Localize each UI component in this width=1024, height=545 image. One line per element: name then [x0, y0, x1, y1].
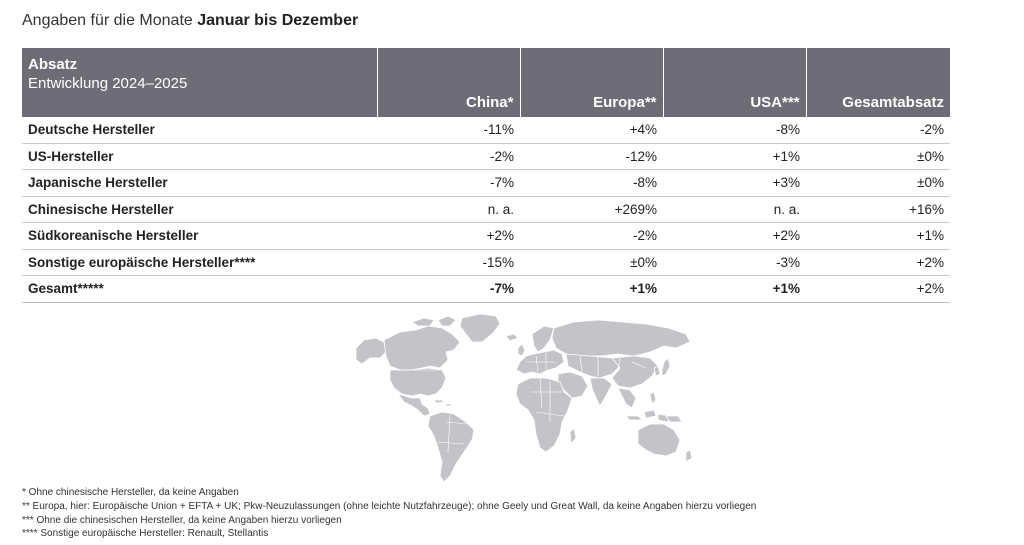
cell-usa: +3%: [663, 169, 806, 197]
row-label: Deutsche Hersteller: [22, 117, 377, 144]
new-guinea-shape: [665, 415, 683, 423]
table-row: Südkoreanische Hersteller +2% -2% +2% +1…: [22, 222, 950, 250]
russia-shape: [551, 319, 691, 357]
table-row: Deutsche Hersteller -11% +4% -8% -2%: [22, 117, 950, 144]
page-title-bold: Januar bis Dezember: [197, 12, 359, 29]
cell-europa: -8%: [520, 169, 663, 197]
cell-china: -11%: [377, 117, 520, 144]
cell-china: -2%: [377, 143, 520, 170]
footnote-china: * Ohne chinesische Hersteller, da keine …: [22, 487, 239, 498]
footnote-usa: *** Ohne die chinesischen Hersteller, da…: [22, 514, 342, 526]
cell-gesamtabsatz: -2%: [806, 117, 950, 144]
mexico-shape: [397, 393, 431, 417]
cell-china: +2%: [377, 222, 520, 250]
usa-shape: [389, 367, 447, 397]
footnotes: * Ohne chinesische Hersteller, da keine …: [22, 486, 756, 541]
cell-europa: +4%: [520, 117, 663, 144]
row-label: Sonstige europäische Hersteller****: [22, 249, 377, 276]
footnote-europa: ** Europa, hier: Europäische Union + EFT…: [22, 500, 757, 512]
column-header-usa: USA***: [662, 48, 806, 117]
sales-table: Absatz Entwicklung 2024–2025 China* Euro…: [22, 48, 950, 303]
cell-europa: +1%: [520, 275, 663, 303]
column-header-china: China*: [376, 48, 520, 117]
cell-china: -15%: [377, 249, 520, 276]
africa-shape: [515, 377, 573, 453]
uk-shape: [517, 343, 526, 357]
world-map-icon: [355, 313, 693, 483]
column-header-gesamtabsatz: Gesamtabsatz: [805, 48, 950, 117]
cell-usa: +2%: [663, 222, 806, 250]
india-shape: [589, 377, 613, 407]
cell-usa: +1%: [663, 143, 806, 170]
iceland-shape: [505, 333, 519, 342]
cell-gesamtabsatz: +16%: [806, 196, 950, 223]
row-label: Japanische Hersteller: [22, 169, 377, 197]
cell-gesamtabsatz: ±0%: [806, 169, 950, 197]
cell-china: n. a.: [377, 196, 520, 223]
scandinavia-shape: [531, 325, 555, 353]
table-header-row: Absatz Entwicklung 2024–2025 China* Euro…: [22, 48, 950, 117]
cell-usa: -8%: [663, 117, 806, 144]
cell-europa: -12%: [520, 143, 663, 170]
cell-gesamtabsatz: +2%: [806, 249, 950, 276]
cell-europa: -2%: [520, 222, 663, 250]
row-label: Gesamt*****: [22, 275, 377, 303]
row-label: US-Hersteller: [22, 143, 377, 170]
southeast-asia-shape: [617, 387, 637, 409]
footnote-sonstige: **** Sonstige europäische Hersteller: Re…: [22, 528, 269, 540]
page-title: Angaben für die Monate Januar bis Dezemb…: [22, 12, 358, 30]
row-label: Südkoreanische Hersteller: [22, 222, 377, 250]
korea-shape: [653, 365, 661, 377]
column-header-europa: Europa**: [519, 48, 663, 117]
canada-shape: [383, 325, 461, 371]
cell-usa: -3%: [663, 249, 806, 276]
central-asia-shape: [565, 353, 621, 379]
greenland-shape: [459, 313, 501, 343]
japan-shape: [661, 357, 671, 377]
china-shape: [611, 355, 659, 389]
table-row: Japanische Hersteller -7% -8% +3% ±0%: [22, 169, 950, 197]
cell-usa: +1%: [663, 275, 806, 303]
cell-usa: n. a.: [663, 196, 806, 223]
indonesia-shape: [625, 409, 671, 423]
table-row-total: Gesamt***** -7% +1% +1% +2%: [22, 275, 950, 303]
cell-gesamtabsatz: +2%: [806, 275, 950, 303]
row-label: Chinesische Hersteller: [22, 196, 377, 223]
cell-europa: ±0%: [520, 249, 663, 276]
philippines-shape: [649, 391, 657, 405]
south-america-shape: [427, 411, 475, 483]
madagascar-shape: [569, 427, 577, 445]
cell-gesamtabsatz: ±0%: [806, 143, 950, 170]
table-row: US-Hersteller -2% -12% +1% ±0%: [22, 143, 950, 170]
caribbean-shape: [433, 399, 453, 407]
cell-china: -7%: [377, 275, 520, 303]
new-zealand-shape: [685, 449, 693, 463]
table-row: Sonstige europäische Hersteller**** -15%…: [22, 249, 950, 276]
header-subtitle: Entwicklung 2024–2025: [28, 75, 188, 92]
page-title-prefix: Angaben für die Monate: [22, 12, 198, 29]
table-row: Chinesische Hersteller n. a. +269% n. a.…: [22, 196, 950, 223]
header-title: Absatz: [28, 56, 78, 73]
alaska-shape: [355, 337, 387, 365]
header-title-cell: Absatz Entwicklung 2024–2025: [22, 48, 377, 117]
cell-china: -7%: [377, 169, 520, 197]
cell-gesamtabsatz: +1%: [806, 222, 950, 250]
australia-shape: [637, 423, 681, 457]
cell-europa: +269%: [520, 196, 663, 223]
arctic-islands-shape: [411, 315, 457, 327]
